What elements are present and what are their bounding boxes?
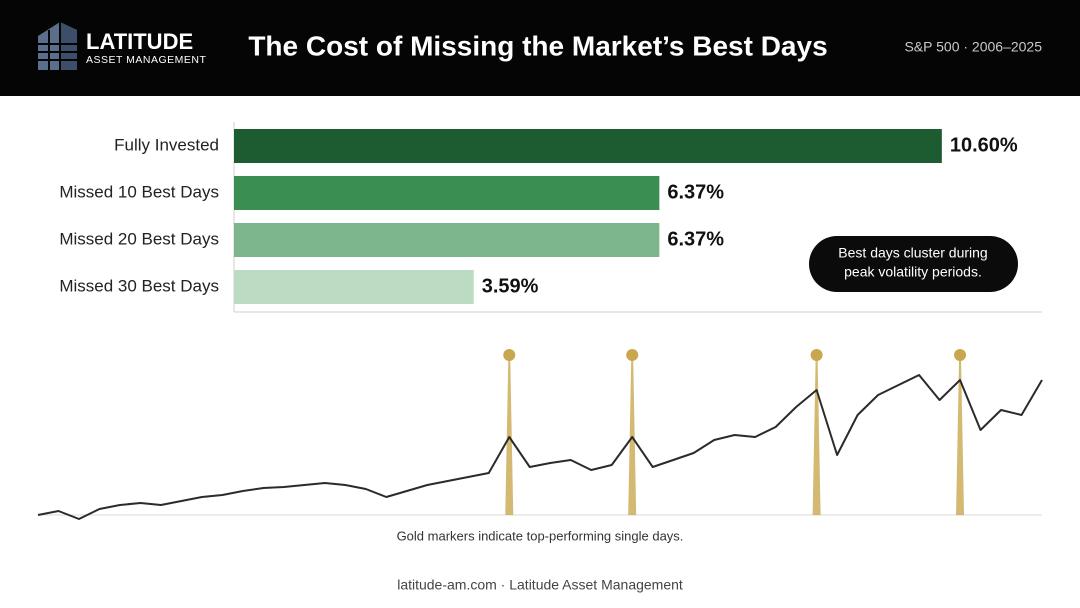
marker-dot (626, 349, 639, 361)
value-label: 6.37% (667, 228, 724, 250)
price-line (37, 374, 1043, 520)
category-label: Missed 30 Best Days (59, 276, 219, 295)
subtitle: S&P 500 · 2006–2025 (904, 39, 1042, 55)
annotation: peak volatility periods. (844, 264, 982, 280)
bar (234, 176, 660, 210)
marker-spike (812, 360, 821, 515)
marker-spike (956, 360, 965, 515)
logo-icon (38, 22, 77, 70)
title: The Cost of Missing the Market’s Best Da… (248, 30, 827, 61)
marker-dot (503, 349, 516, 361)
bar (234, 129, 942, 163)
category-label: Fully Invested (114, 135, 219, 154)
brand: LATITUDE (86, 29, 193, 54)
brand-sub: ASSET MANAGEMENT (86, 54, 206, 66)
marker-dot (954, 349, 967, 361)
footer: latitude-am.com · Latitude Asset Managem… (397, 577, 683, 593)
value-label: 10.60% (950, 134, 1018, 156)
value-label: 6.37% (667, 181, 724, 203)
value-label: 3.59% (482, 275, 539, 297)
caption: Gold markers indicate top-performing sin… (397, 528, 684, 543)
annotation: Best days cluster during (838, 245, 987, 261)
bar (234, 270, 474, 304)
annotation-bubble (809, 236, 1018, 292)
header-bar (0, 0, 1080, 96)
category-label: Missed 20 Best Days (59, 229, 219, 248)
bar (234, 223, 660, 257)
category-label: Missed 10 Best Days (59, 182, 219, 201)
marker-dot (810, 349, 823, 361)
